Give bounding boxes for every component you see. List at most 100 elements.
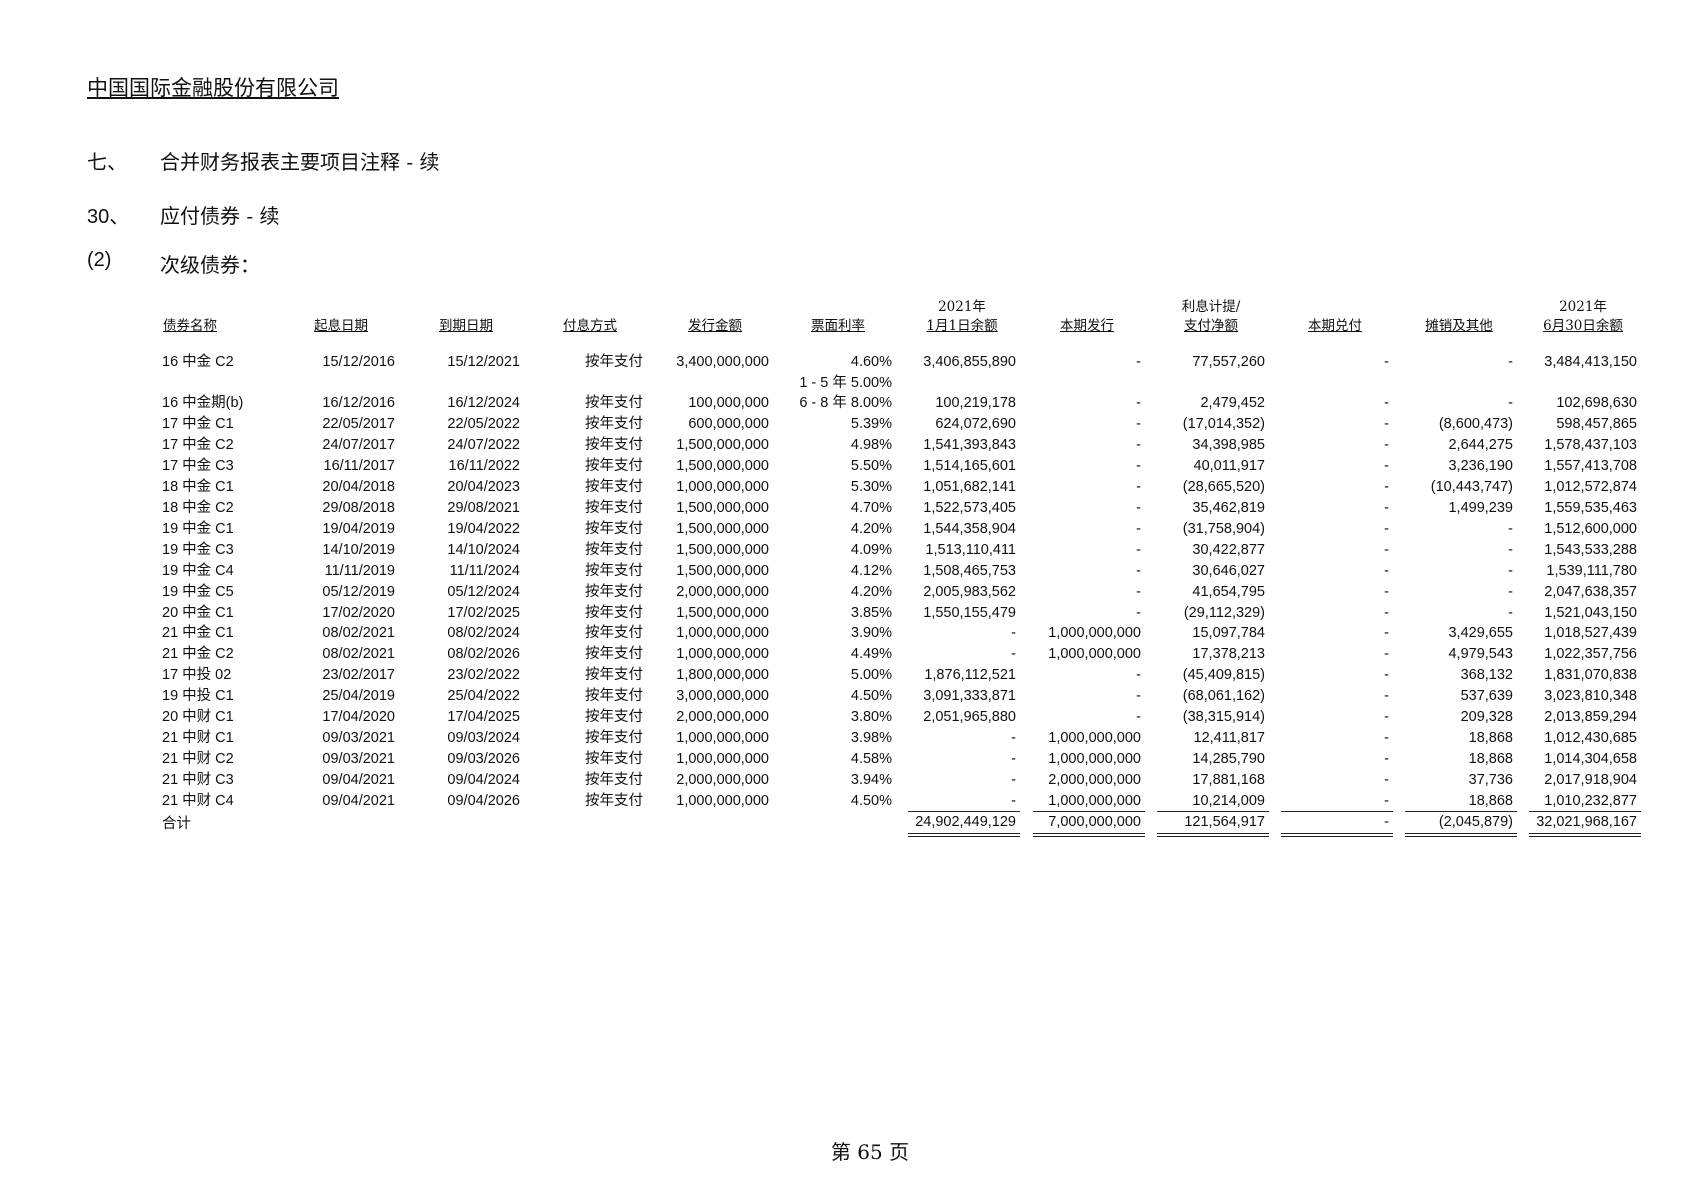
table-cell: - — [1011, 625, 1016, 642]
table-cell: 2,000,000,000 — [1048, 772, 1141, 789]
table-cell: - — [1136, 395, 1141, 411]
table-cell: 按年支付 — [585, 730, 643, 747]
table-cell: - — [1384, 520, 1389, 537]
table-cell: 30,646,027 — [1192, 562, 1265, 579]
table-cell: 1,514,165,601 — [923, 457, 1016, 474]
column-header-label: 付息方式 — [563, 318, 617, 334]
table-cell: - — [1136, 709, 1141, 726]
table-cell: 3,429,655 — [1448, 625, 1513, 642]
table-cell: (29,112,329) — [1183, 604, 1265, 621]
table-cell: 2,000,000,000 — [676, 709, 769, 726]
column-header: 本期发行 — [1017, 317, 1157, 335]
table-cell: 1,500,000,000 — [676, 457, 769, 474]
table-cell: - — [1136, 415, 1141, 432]
table-cell: - — [1384, 499, 1389, 516]
table-cell: 16/12/2024 — [447, 395, 520, 411]
table-cell: 12,411,817 — [1193, 730, 1266, 747]
table-cell: 1,000,000,000 — [676, 730, 769, 747]
table-cell: 23/02/2022 — [447, 667, 520, 684]
table-cell: (68,061,162) — [1182, 688, 1265, 705]
table-cell: 368,132 — [1460, 667, 1513, 684]
column-header-label: 本期发行 — [1060, 318, 1114, 334]
column-header: 摊销及其他 — [1389, 317, 1529, 335]
table-cell: 按年支付 — [585, 499, 643, 516]
table-cell: 1,543,533,288 — [1544, 541, 1637, 558]
bond-name: 18 中金 C2 — [162, 499, 234, 516]
table-cell: 按年支付 — [585, 751, 643, 768]
table-cell: 18,868 — [1468, 751, 1513, 768]
column-header: 债券名称 — [120, 317, 260, 335]
table-cell: 14,285,790 — [1192, 751, 1265, 768]
table-cell: 按年支付 — [585, 772, 643, 789]
bond-name: 20 中财 C1 — [162, 709, 234, 726]
table-cell: 1,557,413,708 — [1544, 457, 1637, 474]
table-cell: - — [1011, 751, 1016, 768]
table-cell: 2,644,275 — [1448, 436, 1513, 453]
table-cell: 100,219,178 — [935, 395, 1016, 411]
table-cell: 4.49% — [850, 646, 892, 663]
table-cell: 按年支付 — [585, 562, 643, 579]
table-cell: 18,868 — [1468, 730, 1513, 747]
table-cell: - — [1384, 436, 1389, 453]
table-cell: 09/04/2026 — [447, 793, 520, 810]
bond-name: 17 中金 C1 — [162, 415, 234, 432]
column-header: 本期兑付 — [1265, 317, 1405, 335]
column-header-top: 2021年 — [938, 299, 986, 315]
table-cell: - — [1384, 688, 1389, 705]
table-cell: 17/04/2020 — [322, 709, 395, 726]
table-cell: 1,000,000,000 — [1048, 625, 1141, 642]
table-cell: 25/04/2019 — [322, 688, 395, 705]
table-cell: 11/11/2019 — [324, 562, 395, 579]
table-cell: 按年支付 — [585, 478, 643, 495]
column-header-label: 本期兑付 — [1308, 318, 1362, 334]
table-cell: 09/04/2021 — [322, 793, 395, 810]
table-cell: - — [1384, 478, 1389, 495]
table-cell: 1,012,430,685 — [1544, 730, 1637, 747]
table-cell: - — [1384, 772, 1389, 789]
table-cell: 4.50% — [850, 688, 892, 705]
table-cell: 09/03/2021 — [322, 751, 395, 768]
column-header-top: 利息计提/ — [1181, 299, 1241, 315]
table-cell: 41,654,795 — [1192, 583, 1265, 600]
bond-name: 18 中金 C1 — [162, 478, 234, 495]
total-cell: 24,902,449,129 — [915, 814, 1016, 830]
table-cell: - — [1384, 793, 1389, 810]
table-cell: - — [1384, 583, 1389, 600]
table-cell: 2,000,000,000 — [676, 583, 769, 600]
table-cell: 1,539,111,780 — [1546, 562, 1637, 579]
table-cell: - — [1384, 646, 1389, 663]
table-cell: 77,557,260 — [1192, 354, 1265, 370]
table-cell: - — [1384, 625, 1389, 642]
table-cell: 37,736 — [1468, 772, 1513, 789]
table-cell: (10,443,747) — [1430, 478, 1513, 495]
section-number: 七、 — [87, 152, 127, 174]
table-cell: 4,979,543 — [1448, 646, 1513, 663]
table-cell: 按年支付 — [585, 457, 643, 474]
subtotal-rule — [1157, 811, 1269, 812]
table-cell: 11/11/2024 — [449, 562, 520, 579]
table-cell: 2,047,638,357 — [1544, 583, 1637, 600]
table-cell: 4.09% — [850, 541, 892, 558]
table-cell: 按年支付 — [585, 625, 643, 642]
table-cell: - — [1136, 520, 1141, 537]
table-cell: 24/07/2017 — [322, 436, 395, 453]
table-cell: 15,097,784 — [1192, 625, 1265, 642]
table-cell: 17/02/2025 — [447, 604, 520, 621]
table-cell: 3.94% — [850, 772, 892, 789]
table-cell: 624,072,690 — [935, 415, 1016, 432]
table-cell: 1,000,000,000 — [676, 478, 769, 495]
column-header-label: 6月30日余额 — [1543, 318, 1623, 334]
column-header-label: 支付净额 — [1184, 318, 1238, 334]
table-cell: - — [1136, 688, 1141, 705]
bond-name: 19 中金 C3 — [162, 541, 234, 558]
table-cell: 1,500,000,000 — [676, 499, 769, 516]
total-double-rule — [1281, 833, 1393, 837]
company-name: 中国国际金融股份有限公司 — [87, 76, 339, 100]
table-cell: 1,544,358,904 — [923, 520, 1016, 537]
table-cell: 按年支付 — [585, 415, 643, 432]
table-cell: 按年支付 — [585, 583, 643, 600]
section-title: 合并财务报表主要项目注释 - 续 — [160, 150, 440, 174]
table-cell: 3,023,810,348 — [1544, 688, 1637, 705]
table-cell: 20/04/2018 — [322, 478, 395, 495]
table-cell: 1,000,000,000 — [1048, 646, 1141, 663]
